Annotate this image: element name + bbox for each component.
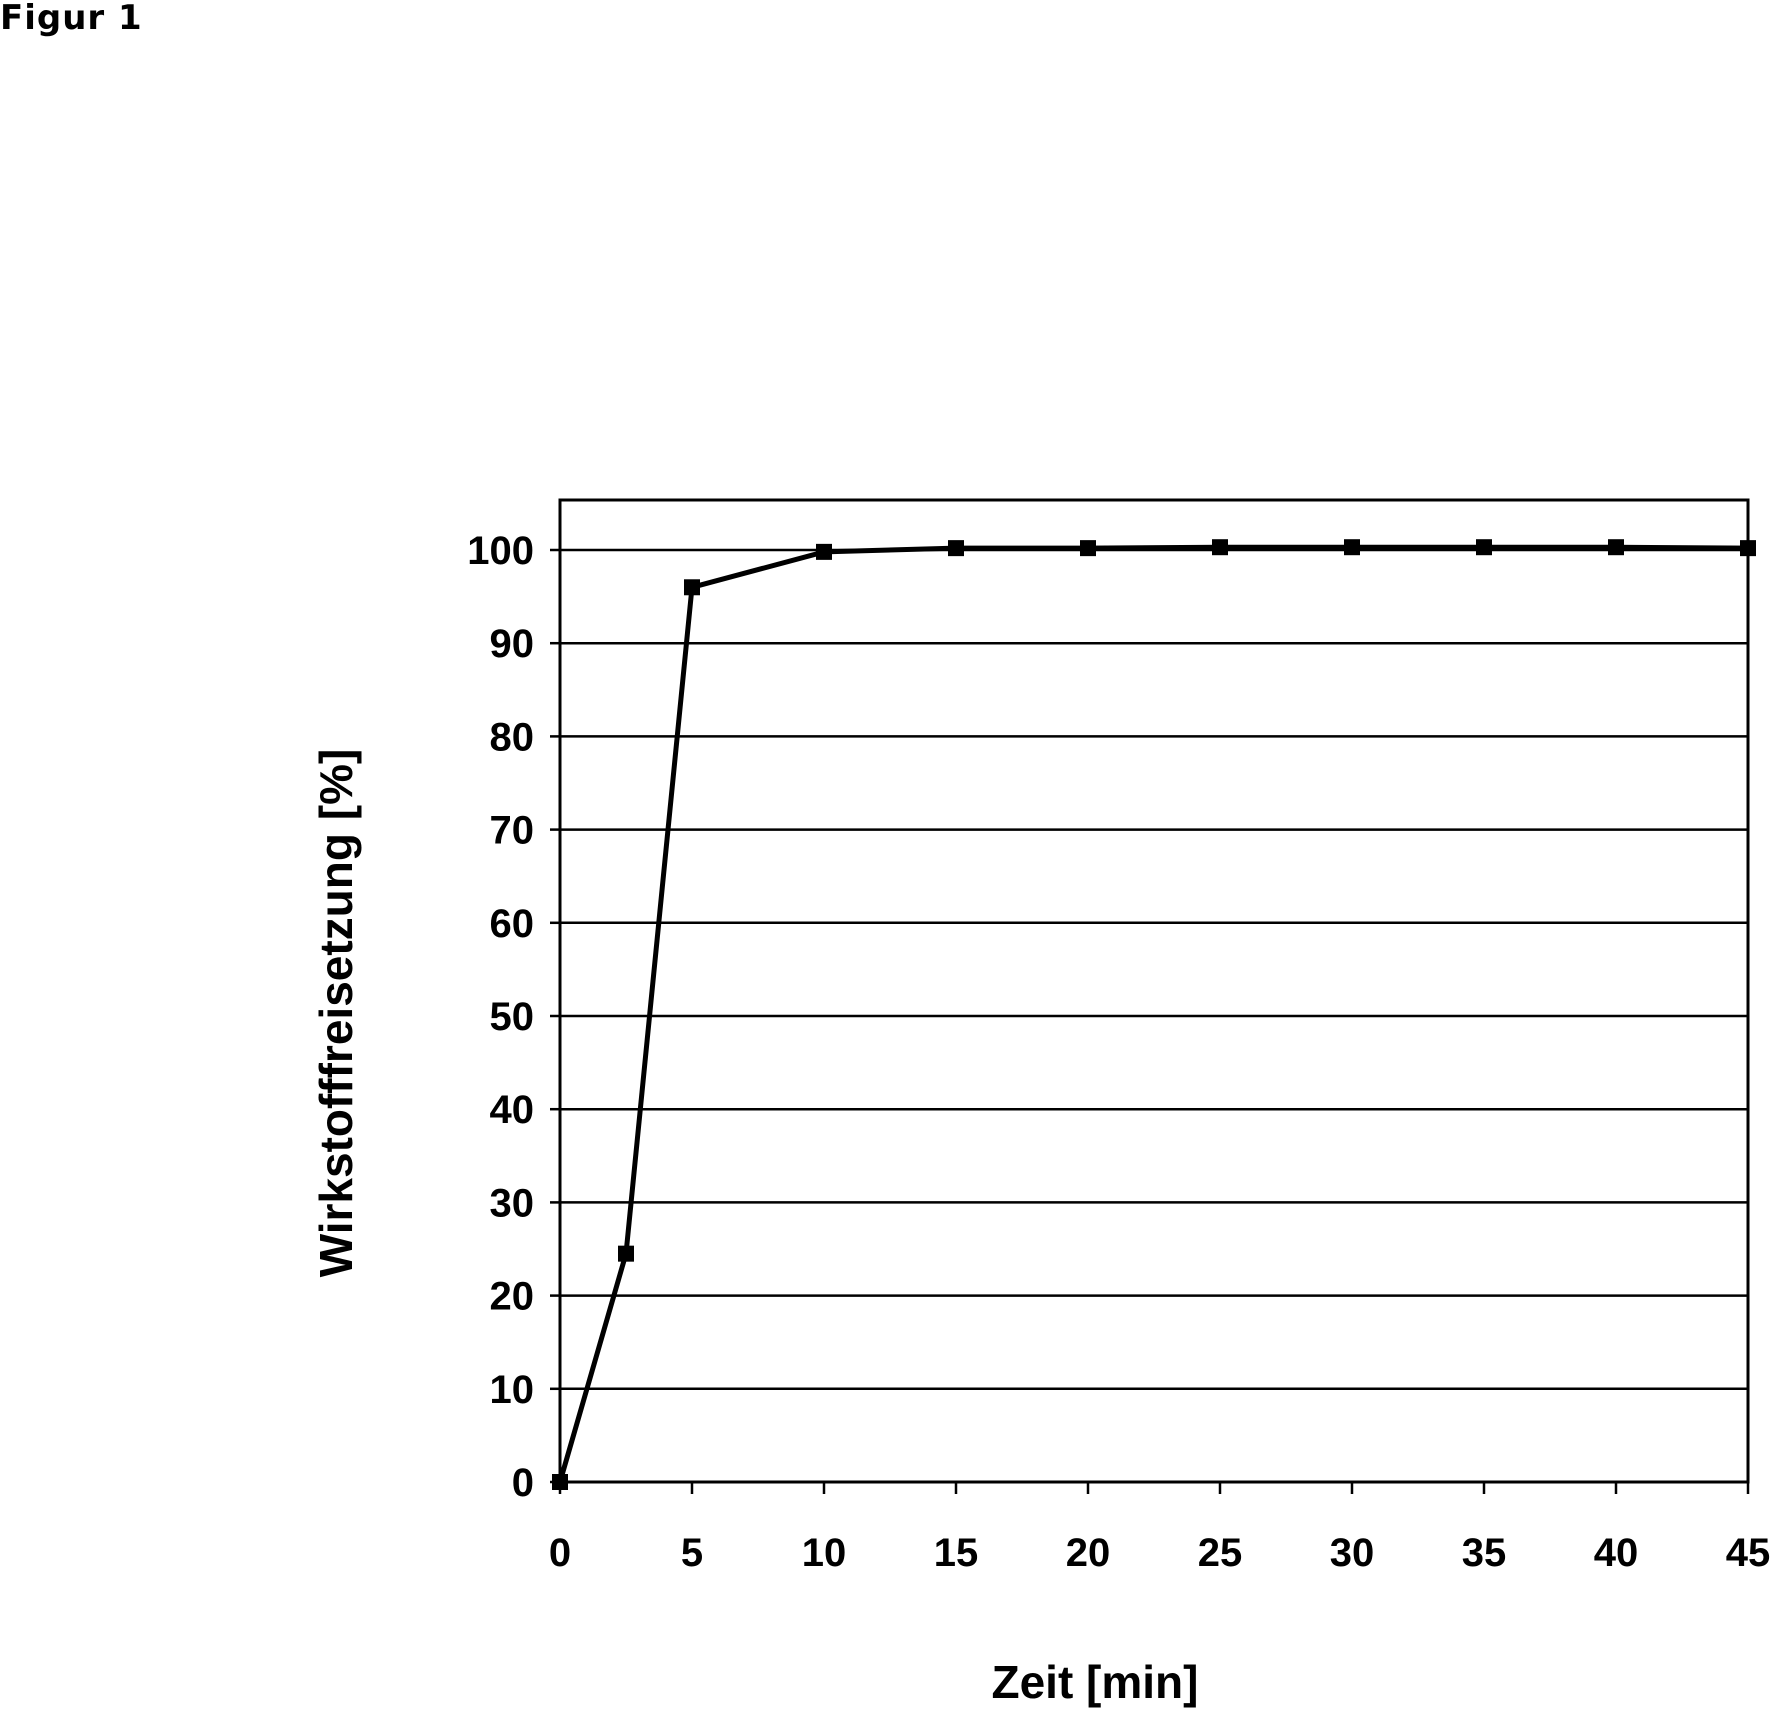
x-tick-label-40: 40 (1594, 1531, 1639, 1575)
data-point-0-10 (1740, 540, 1756, 556)
data-point-0-3 (816, 544, 832, 560)
y-tick-label-0: 0 (512, 1461, 534, 1505)
data-point-0-7 (1344, 539, 1360, 555)
plot-area-frame (560, 500, 1748, 1482)
data-point-0-4 (948, 540, 964, 556)
data-point-0-0 (552, 1474, 568, 1490)
y-tick-label-70: 70 (490, 809, 535, 853)
x-tick-labels: 0 5 10 15 20 25 30 35 40 45 (549, 1531, 1770, 1575)
y-tick-labels: 0 10 20 30 40 50 60 70 80 90 100 (467, 529, 534, 1505)
data-point-0-2 (684, 579, 700, 595)
y-tick-label-30: 30 (490, 1181, 535, 1225)
x-tick-label-5: 5 (681, 1531, 703, 1575)
x-axis-title: Zeit [min] (992, 1656, 1199, 1708)
x-tick-label-30: 30 (1330, 1531, 1375, 1575)
data-point-0-5 (1080, 540, 1096, 556)
x-tick-label-45: 45 (1726, 1531, 1770, 1575)
y-axis-title: Wirkstofffreisetzung [%] (310, 749, 362, 1278)
x-tick-label-0: 0 (549, 1531, 571, 1575)
data-point-0-1 (618, 1246, 634, 1262)
x-tick-label-35: 35 (1462, 1531, 1507, 1575)
y-tick-label-20: 20 (490, 1275, 535, 1319)
y-tick-label-50: 50 (490, 995, 535, 1039)
y-tick-label-60: 60 (490, 902, 535, 946)
y-tick-label-80: 80 (490, 715, 535, 759)
series-line-0 (560, 547, 1748, 1482)
data-point-0-9 (1608, 539, 1624, 555)
x-tick-label-10: 10 (802, 1531, 847, 1575)
data-point-0-8 (1476, 539, 1492, 555)
x-tick-label-20: 20 (1066, 1531, 1111, 1575)
y-tick-label-100: 100 (467, 529, 534, 573)
data-series (552, 539, 1756, 1490)
y-tick-label-40: 40 (490, 1088, 535, 1132)
data-point-0-6 (1212, 539, 1228, 555)
x-tick-label-25: 25 (1198, 1531, 1243, 1575)
y-tick-label-90: 90 (490, 622, 535, 666)
grid-lines (550, 550, 1748, 1494)
x-tick-label-15: 15 (934, 1531, 979, 1575)
y-tick-label-10: 10 (490, 1368, 535, 1412)
